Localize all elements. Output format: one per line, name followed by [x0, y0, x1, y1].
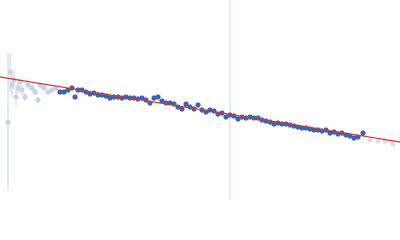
data-point [22, 94, 28, 100]
data-point [159, 98, 165, 104]
data-point [327, 130, 333, 136]
data-point [49, 87, 55, 93]
data-point [72, 94, 78, 100]
data-point [223, 114, 229, 120]
data-point [235, 116, 241, 122]
data-point [87, 91, 93, 97]
data-point [15, 85, 21, 91]
data-point [179, 106, 185, 112]
data-point [360, 130, 366, 136]
data-point [155, 94, 161, 100]
data-point [375, 138, 381, 144]
data-point [41, 85, 47, 91]
data-point [5, 119, 11, 125]
data-point [61, 89, 67, 95]
fit-line [0, 76, 400, 143]
data-point [7, 69, 13, 75]
data-point [13, 94, 19, 100]
data-point [390, 141, 396, 147]
data-point [9, 82, 15, 88]
data-point [45, 89, 51, 95]
data-point [347, 133, 353, 139]
data-point [107, 95, 113, 101]
data-point [35, 97, 41, 103]
data-point [57, 89, 63, 95]
data-point [195, 102, 201, 108]
data-point [183, 101, 189, 107]
data-point [351, 135, 357, 141]
data-point [19, 87, 25, 93]
data-point [25, 82, 31, 88]
chart [0, 0, 400, 200]
data-point [151, 95, 157, 101]
data-point [271, 121, 277, 127]
data-point [32, 89, 38, 95]
data-point [29, 85, 35, 91]
data-point [367, 137, 373, 143]
